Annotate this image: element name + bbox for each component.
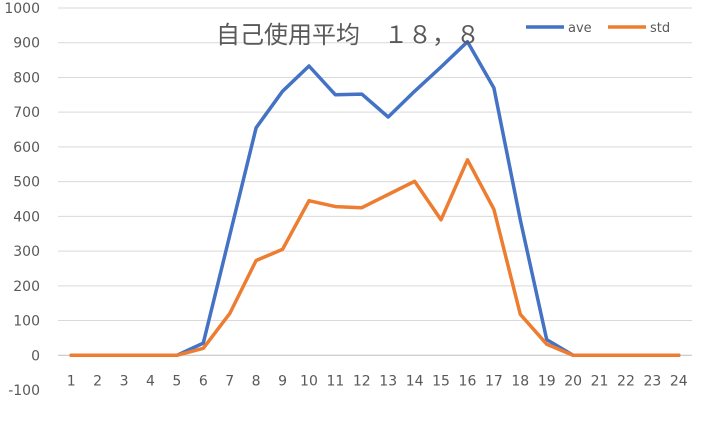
y-tick-label: 500 (13, 175, 40, 191)
y-tick-label: 1000 (4, 1, 40, 17)
x-tick-label: 7 (225, 373, 234, 389)
gridlines (58, 7, 692, 356)
x-tick-label: 9 (278, 373, 287, 389)
x-tick-label: 21 (591, 373, 609, 389)
y-tick-label: 0 (31, 348, 40, 364)
x-tick-label: 17 (485, 373, 503, 389)
x-tick-label: 5 (172, 373, 181, 389)
x-tick-label: 11 (326, 373, 344, 389)
series-lines (69, 39, 681, 358)
x-tick-label: 18 (511, 373, 529, 389)
x-tick-label: 20 (564, 373, 582, 389)
x-tick-label: 24 (670, 373, 688, 389)
x-tick-label: 22 (617, 373, 635, 389)
x-tick-label: 2 (93, 373, 102, 389)
x-tick-label: 10 (300, 373, 318, 389)
series-line-ave (69, 39, 681, 358)
x-tick-label: 8 (252, 373, 261, 389)
y-tick-label: -100 (8, 383, 40, 399)
x-tick-label: 16 (459, 373, 477, 389)
chart-title: 自己使用平均 １８，８ (216, 21, 480, 49)
y-tick-label: 100 (13, 314, 40, 330)
x-axis-tick-labels: 1 2 3 4 5 6 7 8 9 10 11 12 13 14 15 16 17 18 19 20 21 22 23 24 (67, 373, 688, 389)
x-tick-label: 15 (432, 373, 450, 389)
x-tick-label: 14 (406, 373, 424, 389)
x-tick-label: 23 (643, 373, 661, 389)
x-tick-label: 13 (379, 373, 397, 389)
legend: ave std (526, 21, 670, 36)
x-tick-label: 6 (199, 373, 208, 389)
x-tick-label: 19 (538, 373, 556, 389)
y-tick-label: 400 (13, 209, 40, 225)
y-tick-label: 300 (13, 244, 40, 260)
legend-label-ave: ave (568, 21, 592, 36)
legend-label-std: std (650, 21, 670, 36)
x-tick-label: 4 (146, 373, 155, 389)
y-axis-tick-labels: -100 0 100 200 300 400 500 600 700 800 900 1000 (4, 1, 40, 399)
y-tick-label: 700 (13, 105, 40, 121)
y-tick-label: 600 (13, 140, 40, 156)
x-tick-label: 12 (353, 373, 371, 389)
series-line-std (69, 158, 681, 358)
x-tick-label: 3 (120, 373, 129, 389)
y-tick-label: 900 (13, 36, 40, 52)
y-tick-label: 800 (13, 70, 40, 86)
y-tick-label: 200 (13, 279, 40, 295)
x-tick-label: 1 (67, 373, 76, 389)
